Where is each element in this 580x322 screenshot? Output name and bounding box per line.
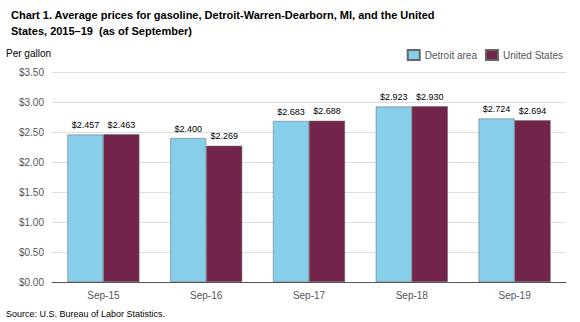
svg-text:Per gallon: Per gallon: [6, 48, 51, 59]
svg-text:$0.50: $0.50: [19, 247, 44, 258]
svg-text:Sep-15: Sep-15: [87, 290, 120, 301]
svg-text:Sep-18: Sep-18: [396, 290, 429, 301]
svg-text:$2.930: $2.930: [416, 92, 444, 102]
svg-text:$2.269: $2.269: [210, 131, 238, 141]
svg-text:$2.50: $2.50: [19, 127, 44, 138]
svg-text:Sep-17: Sep-17: [293, 290, 326, 301]
svg-text:$1.50: $1.50: [19, 187, 44, 198]
svg-text:$2.694: $2.694: [519, 106, 547, 116]
svg-text:$2.724: $2.724: [483, 104, 511, 114]
svg-text:$2.463: $2.463: [108, 120, 136, 130]
svg-text:$3.50: $3.50: [19, 67, 44, 78]
svg-text:States, 2015–19 (as of Septem: States, 2015–19 (as of September): [11, 25, 192, 37]
svg-text:$2.923: $2.923: [380, 92, 408, 102]
svg-text:Sep-16: Sep-16: [190, 290, 223, 301]
svg-text:Sep-19: Sep-19: [498, 290, 531, 301]
svg-text:$2.683: $2.683: [277, 107, 305, 117]
svg-text:$3.00: $3.00: [19, 97, 44, 108]
svg-text:$2.400: $2.400: [174, 124, 202, 134]
svg-text:$2.457: $2.457: [72, 120, 100, 130]
svg-text:Chart 1. Average prices for ga: Chart 1. Average prices for gasoline, De…: [11, 9, 435, 21]
svg-text:$2.00: $2.00: [19, 157, 44, 168]
svg-text:$2.688: $2.688: [313, 106, 341, 116]
svg-text:Source: U.S. Bureau of Labor S: Source: U.S. Bureau of Labor Statistics.: [6, 309, 165, 319]
svg-text:Detroit area: Detroit area: [425, 50, 478, 61]
svg-text:$0.00: $0.00: [19, 277, 44, 288]
svg-text:$1.00: $1.00: [19, 217, 44, 228]
svg-text:United States: United States: [503, 50, 563, 61]
